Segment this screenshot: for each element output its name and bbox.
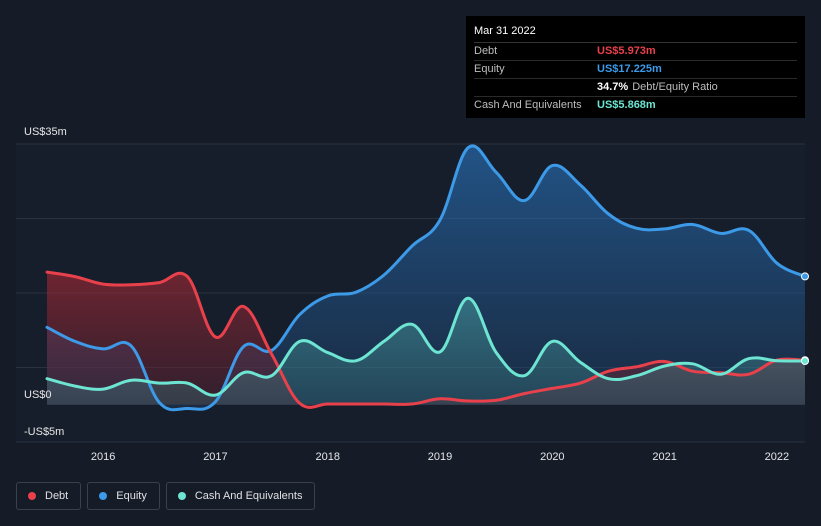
y-tick-label: US$35m	[24, 126, 67, 138]
y-tick-label: US$0	[24, 389, 52, 401]
debt-equity-chart: US$35m US$0 -US$5m 2016 2017 2018 2019 2020 202…	[16, 126, 809, 463]
cash-and-equivalents-line	[45, 296, 807, 397]
legend-label-equity: Equity	[116, 490, 147, 502]
tooltip-debt-label: Debt	[474, 45, 498, 57]
x-tick-label: 2016	[91, 451, 115, 463]
legend-item-debt[interactable]: Debt	[16, 482, 82, 510]
tooltip-date: Mar 31 2022	[474, 22, 797, 43]
tooltip-ratio-label: Debt/Equity Ratio	[632, 81, 718, 93]
equity-end-point	[801, 272, 809, 281]
x-tick-label: 2020	[540, 451, 564, 463]
tooltip-row-debt: Debt US$5.973m	[474, 43, 797, 61]
tooltip-equity-label: Equity	[474, 63, 505, 75]
debt-line	[45, 270, 807, 409]
x-tick-labels: 2016 2017 2018 2019 2020 2021 2022	[91, 451, 789, 463]
x-tick-label: 2017	[203, 451, 227, 463]
legend-label-debt: Debt	[45, 490, 69, 502]
debt-area	[47, 272, 805, 408]
equity-line	[45, 144, 807, 412]
tooltip-cash-label: Cash And Equivalents	[474, 99, 582, 111]
tooltip-equity-value: US$17.225m	[597, 63, 662, 75]
cash-and-equivalents-end-point	[801, 357, 809, 366]
legend-dot-cash-icon	[177, 492, 186, 500]
tooltip-row-cash: Cash And Equivalents US$5.868m	[474, 97, 797, 114]
x-tick-label: 2021	[652, 451, 676, 463]
tooltip-ratio-value: 34.7%	[597, 81, 629, 93]
equity-area	[47, 145, 805, 410]
series-end-markers	[801, 272, 809, 366]
x-tick-label: 2019	[428, 451, 452, 463]
chart-legend: Debt Equity Cash And Equivalents	[16, 482, 316, 510]
tooltip-row-equity: Equity US$17.225m	[474, 61, 797, 79]
tooltip-debt-value: US$5.973m	[597, 45, 656, 57]
y-tick-label: -US$5m	[24, 426, 64, 438]
y-tick-labels: US$35m US$0 -US$5m	[24, 126, 67, 438]
legend-item-equity[interactable]: Equity	[87, 482, 160, 510]
x-tick-label: 2018	[315, 451, 339, 463]
tooltip-cash-value: US$5.868m	[597, 99, 656, 111]
legend-item-cash[interactable]: Cash And Equivalents	[165, 482, 316, 510]
legend-dot-debt-icon	[28, 492, 36, 500]
legend-label-cash: Cash And Equivalents	[194, 490, 303, 502]
tooltip-panel: Mar 31 2022 Debt US$5.973m Equity US$17.…	[466, 16, 805, 118]
series-lines	[45, 144, 807, 412]
legend-dot-equity-icon	[99, 492, 108, 500]
tooltip-row-ratio: 34.7% Debt/Equity Ratio	[474, 79, 797, 97]
x-tick-label: 2022	[765, 451, 789, 463]
